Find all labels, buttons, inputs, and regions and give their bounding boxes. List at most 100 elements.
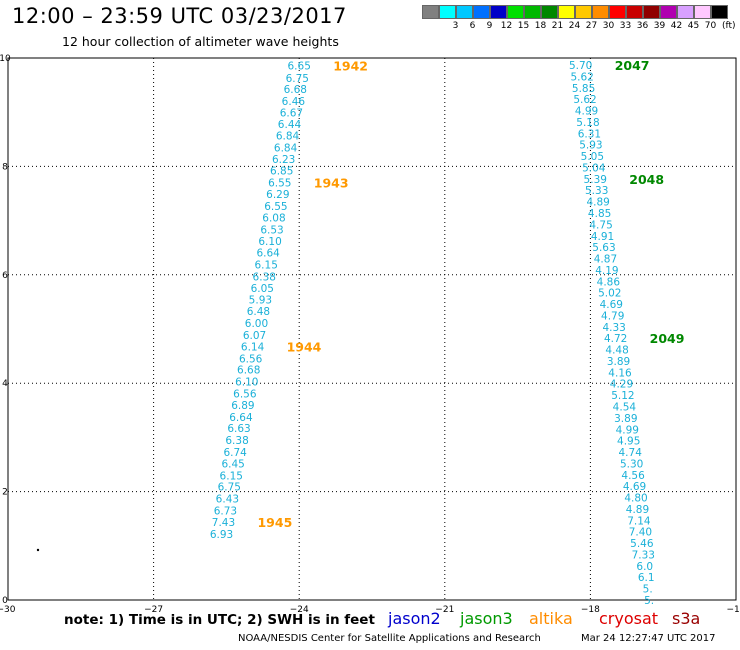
data-point-label: 6.1 [638, 572, 655, 584]
legend-swatch-label: 45 [687, 21, 700, 31]
y-tick-label: 2 [2, 488, 8, 498]
x-tick-label: −21 [435, 605, 454, 615]
time-label: 2047 [615, 58, 650, 73]
data-point-label: 5.12 [611, 390, 634, 402]
data-point-label: 6.38 [253, 271, 276, 283]
data-point-label: 4.86 [597, 276, 621, 288]
legend-swatch-label: 18 [534, 21, 547, 31]
data-point-label: 7.33 [632, 549, 655, 561]
legend-swatch [456, 5, 473, 19]
data-point-label: 6.84 [274, 142, 298, 154]
data-point-label: 6.65 [288, 61, 311, 73]
data-point-label: 6.46 [282, 96, 306, 108]
data-point-label: 6.45 [221, 458, 244, 470]
legend-swatch [694, 5, 711, 19]
data-point-label: 6.75 [286, 73, 309, 85]
legend-swatch-label: 39 [653, 21, 666, 31]
data-point-label: 4.80 [624, 493, 647, 505]
legend-swatch-label: 30 [602, 21, 615, 31]
data-point-label: 5.62 [570, 71, 593, 83]
data-point-label: 6.23 [272, 154, 295, 166]
data-point-label: 6.44 [278, 119, 302, 131]
data-point-label: 6.56 [239, 353, 263, 365]
data-point-label: 6.48 [247, 306, 270, 318]
data-point-label: 5.33 [585, 185, 608, 197]
legend-swatch [626, 5, 643, 19]
legend-swatch [541, 5, 558, 19]
data-point-label: 3.89 [614, 413, 637, 425]
legend-swatch-label: 21 [551, 21, 564, 31]
legend-swatch-label: 33 [619, 21, 632, 31]
data-point-label: 6.00 [245, 318, 268, 330]
data-point-label: 4.99 [575, 106, 598, 118]
data-point-label: 4.16 [608, 367, 632, 379]
data-point-label: 6.55 [268, 178, 291, 190]
legend-swatch [473, 5, 490, 19]
satellite-s3a: s3a [672, 609, 701, 628]
legend-swatch-label: 12 [500, 21, 513, 31]
x-tick-label: −30 [0, 605, 16, 615]
stray-dot [36, 548, 40, 552]
data-point-label: 6.29 [266, 189, 289, 201]
legend-units: (ft) [722, 21, 736, 31]
x-tick-label: −15 [727, 605, 740, 615]
data-point-label: 4.85 [588, 208, 611, 220]
data-point-label: 6.10 [258, 236, 281, 248]
data-point-label: 5.85 [572, 83, 595, 95]
y-tick-label: 4 [2, 379, 8, 389]
satellite-altika: altika [529, 609, 573, 628]
satellite-cryosat: cryosat [599, 609, 659, 628]
data-point-label: 4.48 [605, 345, 628, 357]
data-point-label: 6.89 [231, 400, 254, 412]
x-tick-label: −18 [581, 605, 600, 615]
data-point-label: 5.04 [582, 162, 606, 174]
data-point-label: 6.53 [260, 224, 283, 236]
legend-swatch-label: 36 [636, 21, 649, 31]
data-point-label: 5. [643, 584, 653, 596]
data-point-label: 4.19 [595, 265, 618, 277]
legend-swatch-label: 27 [585, 21, 598, 31]
data-point-label: 4.89 [586, 197, 609, 209]
time-label: 1943 [314, 176, 349, 191]
data-point-label: 3.89 [607, 356, 630, 368]
data-point-label: 6.07 [243, 330, 266, 342]
legend-swatch [524, 5, 541, 19]
data-point-label: 5.39 [584, 174, 607, 186]
data-point-label: 6.15 [220, 470, 243, 482]
legend-swatch-label: 3 [452, 21, 459, 31]
chart-subtitle: 12 hour collection of altimeter wave hei… [62, 34, 339, 49]
legend-swatch [677, 5, 694, 19]
legend-swatch [575, 5, 592, 19]
data-point-label: 5.62 [573, 94, 596, 106]
data-point-label: 5.05 [581, 151, 604, 163]
legend-swatch [609, 5, 626, 19]
data-point-label: 4.56 [621, 470, 645, 482]
data-point-label: 7.14 [627, 515, 651, 527]
data-point-label: 4.54 [613, 402, 637, 414]
data-point-label: 5. [644, 595, 654, 607]
data-point-label: 6.75 [218, 482, 241, 494]
plot-frame [7, 57, 737, 601]
data-point-label: 6.68 [284, 84, 307, 96]
time-label: 2048 [629, 172, 664, 187]
legend-swatch-label: 9 [486, 21, 493, 31]
x-tick-label: −24 [290, 605, 309, 615]
legend-swatch-label: 15 [517, 21, 530, 31]
data-point-label: 6.05 [251, 283, 274, 295]
data-point-label: 4.99 [616, 424, 639, 436]
legend-swatch-label: 6 [469, 21, 476, 31]
time-label: 1942 [333, 59, 368, 74]
data-point-label: 5.30 [620, 458, 643, 470]
data-point-label: 4.95 [617, 436, 640, 448]
data-point-label: 4.89 [626, 504, 649, 516]
data-point-label: 7.43 [212, 517, 235, 529]
generated-time: Mar 24 12:27:47 UTC 2017 [581, 633, 716, 644]
data-point-label: 4.79 [601, 310, 624, 322]
data-point-label: 4.69 [623, 481, 646, 493]
data-point-label: 4.33 [602, 322, 625, 334]
data-point-label: 6.64 [229, 412, 253, 424]
x-tick-label: −27 [144, 605, 163, 615]
legend-swatch-label: 70 [704, 21, 717, 31]
legend-swatch [490, 5, 507, 19]
legend-swatch [643, 5, 660, 19]
